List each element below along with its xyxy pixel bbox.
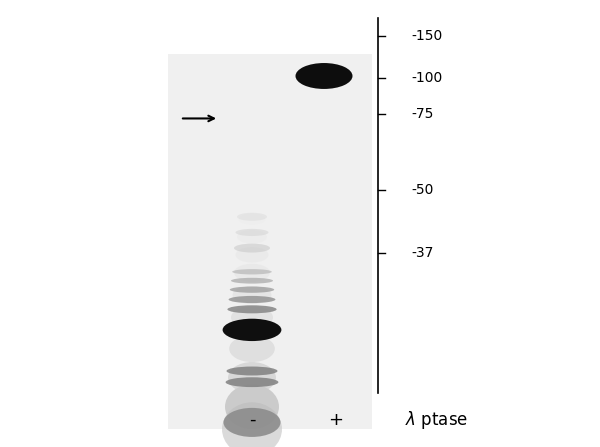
Ellipse shape	[232, 269, 272, 274]
Text: -50: -50	[411, 183, 433, 197]
Text: -75: -75	[411, 107, 433, 121]
Ellipse shape	[225, 384, 279, 429]
Ellipse shape	[235, 247, 269, 262]
Text: -: -	[249, 411, 255, 429]
Ellipse shape	[231, 278, 273, 284]
Text: +: +	[329, 411, 344, 429]
Ellipse shape	[235, 229, 269, 236]
Ellipse shape	[223, 408, 281, 437]
Ellipse shape	[229, 335, 275, 362]
Ellipse shape	[226, 377, 278, 387]
Text: -100: -100	[411, 71, 442, 85]
Ellipse shape	[229, 296, 275, 303]
Ellipse shape	[227, 305, 277, 313]
Ellipse shape	[222, 402, 282, 447]
Text: -37: -37	[411, 245, 433, 260]
Ellipse shape	[228, 362, 276, 393]
Ellipse shape	[237, 230, 267, 244]
Text: $\lambda$ ptase: $\lambda$ ptase	[405, 409, 468, 431]
FancyBboxPatch shape	[168, 54, 372, 429]
Ellipse shape	[230, 287, 274, 293]
Ellipse shape	[231, 306, 273, 329]
Text: -150: -150	[411, 29, 442, 43]
Ellipse shape	[237, 213, 267, 221]
Ellipse shape	[223, 319, 281, 341]
Ellipse shape	[234, 244, 270, 253]
Ellipse shape	[296, 63, 353, 89]
Ellipse shape	[233, 286, 271, 304]
Ellipse shape	[234, 264, 270, 282]
Ellipse shape	[227, 367, 277, 375]
Ellipse shape	[239, 214, 265, 224]
